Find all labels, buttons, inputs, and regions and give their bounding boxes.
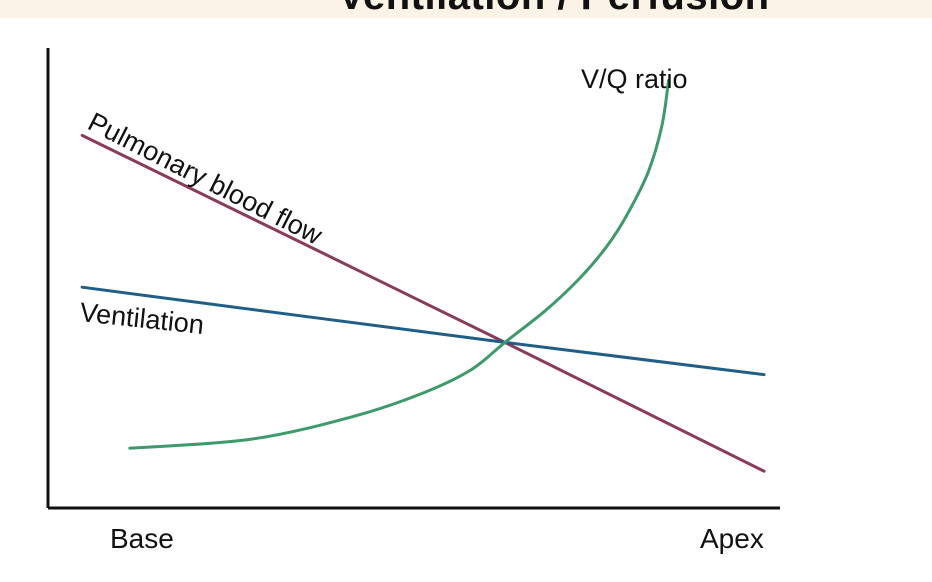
series-line-v-q-ratio [128,78,671,450]
x-tick-label-apex: Apex [700,523,764,554]
series-label-pulmonary-blood-flow: Pulmonary blood flow [83,107,327,251]
series-layer [80,78,766,473]
series-line-pulmonary-blood-flow [80,133,766,473]
title-band: Ventilation / Perfusion [0,0,932,18]
series-line-ventilation [80,285,766,377]
series-label-ventilation: Ventilation [78,297,205,340]
x-tick-label-base: Base [110,523,174,554]
chart-title: Ventilation / Perfusion [338,0,770,18]
series-label-vq-ratio: V/Q ratio [581,64,688,94]
axes [46,48,780,510]
label-layer: Pulmonary blood flow Ventilation V/Q rat… [78,64,763,554]
